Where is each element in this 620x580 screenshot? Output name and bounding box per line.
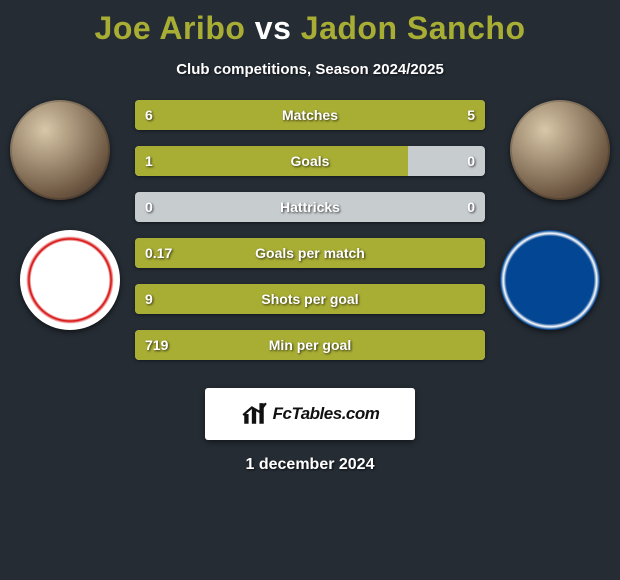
stat-label: Goals <box>135 146 485 176</box>
stat-bars: 65Matches 10Goals 00Hattricks 0.17Goals per… <box>135 100 485 376</box>
stat-row: 65Matches <box>135 100 485 130</box>
player1-name: Joe Aribo <box>95 10 246 46</box>
stat-label: Shots per goal <box>135 284 485 314</box>
comparison-arena: 65Matches 10Goals 00Hattricks 0.17Goals per… <box>0 100 620 380</box>
stat-label: Min per goal <box>135 330 485 360</box>
vs-text: vs <box>255 10 292 46</box>
stat-row: 00Hattricks <box>135 192 485 222</box>
stat-row: 719Min per goal <box>135 330 485 360</box>
stat-label: Matches <box>135 100 485 130</box>
player2-name: Jadon Sancho <box>301 10 526 46</box>
player2-club-crest <box>500 230 600 330</box>
stat-label: Goals per match <box>135 238 485 268</box>
stat-row: 9Shots per goal <box>135 284 485 314</box>
player1-avatar <box>10 100 110 200</box>
player1-club-crest <box>20 230 120 330</box>
brand-text: FcTables.com <box>273 404 380 424</box>
brand-icon <box>241 401 267 427</box>
player2-avatar <box>510 100 610 200</box>
stat-row: 0.17Goals per match <box>135 238 485 268</box>
stat-label: Hattricks <box>135 192 485 222</box>
stat-row: 10Goals <box>135 146 485 176</box>
subtitle: Club competitions, Season 2024/2025 <box>0 61 620 78</box>
date-text: 1 december 2024 <box>0 456 620 474</box>
comparison-title: Joe Aribo vs Jadon Sancho <box>0 0 620 47</box>
brand-box: FcTables.com <box>205 388 415 440</box>
